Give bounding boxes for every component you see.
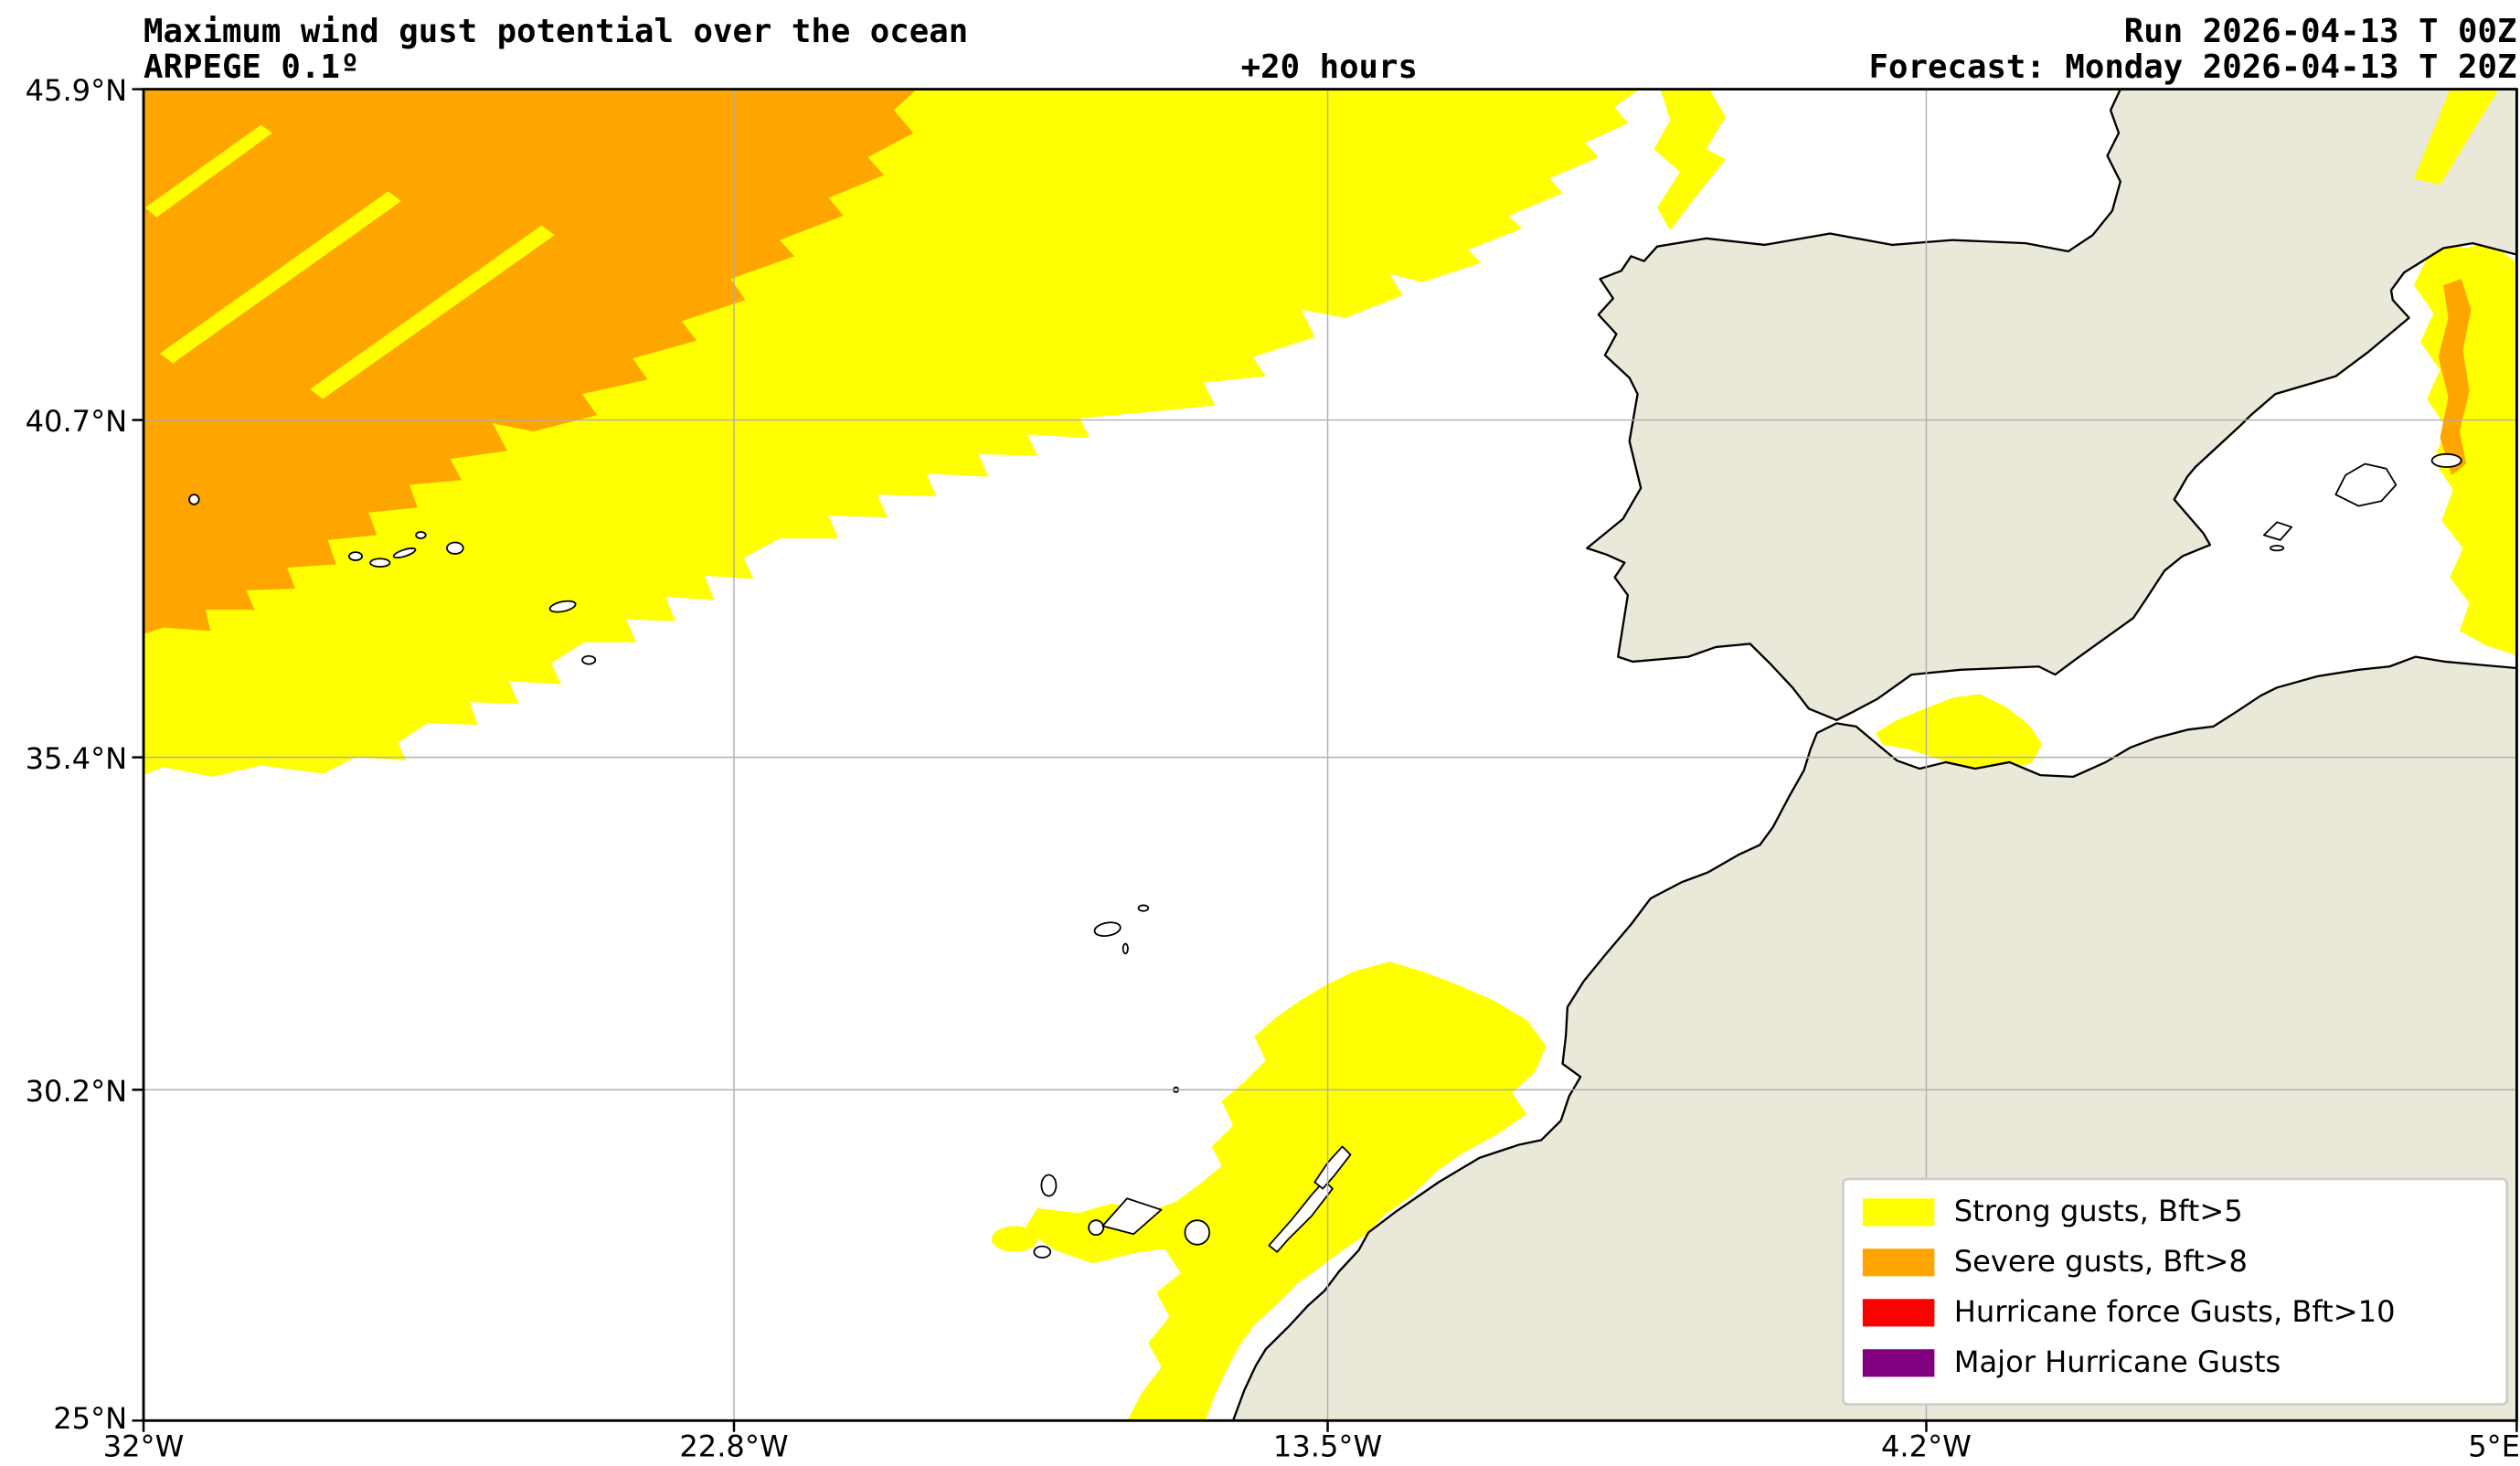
- x-tick-32w: 32°W: [103, 1429, 185, 1463]
- y-tick-30-2n: 30.2°N: [26, 1074, 128, 1109]
- y-tick-40-7n: 40.7°N: [26, 404, 128, 439]
- island-porto-santo: [1137, 904, 1150, 912]
- island-mallorca: [2334, 462, 2398, 507]
- legend: Strong gusts, Bft>5 Severe gusts, Bft>8 …: [1842, 1177, 2509, 1406]
- gust-region-severe-atlantic: [144, 89, 917, 634]
- forecast-label: Forecast: Monday 2026-04-13 T 20Z: [1869, 48, 2517, 86]
- gust-streak-yellow-in-orange-1: [159, 191, 401, 364]
- gust-streak-yellow-in-orange-3: [144, 124, 273, 218]
- island-el-hierro: [1033, 1245, 1052, 1259]
- x-tick-13-5w: 13.5°W: [1273, 1429, 1382, 1463]
- island-ibiza: [2262, 521, 2293, 541]
- x-tick-22-8w: 22.8°W: [679, 1429, 788, 1463]
- x-tick-5e: 5°E: [2468, 1429, 2520, 1463]
- legend-swatch-hurricane: [1862, 1299, 1935, 1327]
- gust-region-severe-gulf-of-lion: [2438, 279, 2472, 475]
- legend-box: [1842, 1177, 2509, 1406]
- island-fuerteventura: [1268, 1179, 1334, 1253]
- land-iberia-france: [1586, 88, 2518, 721]
- island-santa-maria: [581, 654, 597, 665]
- island-sao-miguel: [548, 600, 577, 613]
- island-sao-jorge: [392, 547, 417, 559]
- y-tick-45-9n: 45.9°N: [26, 73, 128, 108]
- legend-swatch-major-hurricane: [1862, 1349, 1935, 1377]
- island-formentera: [2270, 545, 2285, 552]
- legend-label-severe: Severe gusts, Bft>8: [1954, 1244, 2248, 1279]
- legend-swatch-severe: [1862, 1248, 1935, 1277]
- gust-region-strong-topright-streak: [2414, 89, 2499, 186]
- x-tick-4-2w: 4.2°W: [1881, 1429, 1972, 1463]
- island-faial: [347, 551, 364, 561]
- legend-label-strong: Strong gusts, Bft>5: [1954, 1194, 2243, 1228]
- x-tickmarks: [142, 1420, 2518, 1432]
- island-desertas: [1122, 942, 1129, 955]
- island-menorca: [2430, 452, 2462, 468]
- island-terceira: [446, 541, 464, 555]
- island-pico: [369, 558, 391, 568]
- model-label: ARPEGE 0.1º: [144, 48, 359, 86]
- legend-label-hurricane: Hurricane force Gusts, Bft>10: [1954, 1294, 2396, 1329]
- gust-region-strong-alboran: [1876, 694, 2043, 772]
- gust-region-strong-gulf-of-lion: [2414, 241, 2517, 655]
- island-madeira: [1093, 921, 1122, 937]
- gust-region-strong-galicia-streak: [1653, 89, 1726, 230]
- y-tickmarks: [132, 88, 144, 1422]
- gust-streak-yellow-in-orange-2: [310, 225, 555, 399]
- island-tenerife: [1101, 1197, 1163, 1236]
- plot-frame: [142, 88, 2518, 1422]
- island-flores: [188, 494, 200, 505]
- y-tick-25n: 25°N: [53, 1401, 127, 1436]
- gust-region-strong-canary: [1024, 961, 1547, 1421]
- y-tick-35-4n: 35.4°N: [26, 741, 128, 776]
- lead-time-label: +20 hours: [1241, 48, 1418, 86]
- island-la-palma: [1040, 1174, 1058, 1197]
- island-graciosa: [415, 531, 427, 539]
- gust-region-strong-canary-patch-south: [1167, 1318, 1217, 1348]
- legend-swatch-strong: [1862, 1198, 1935, 1227]
- gust-region-strong-canary-patch-west: [991, 1226, 1037, 1252]
- legend-label-major-hurricane: Major Hurricane Gusts: [1954, 1344, 2281, 1379]
- island-gran-canaria: [1184, 1219, 1211, 1246]
- island-la-gomera: [1088, 1219, 1105, 1237]
- map-title: Maximum wind gust potential over the oce…: [144, 13, 968, 50]
- run-label: Run 2026-04-13 T 00Z: [2124, 13, 2517, 50]
